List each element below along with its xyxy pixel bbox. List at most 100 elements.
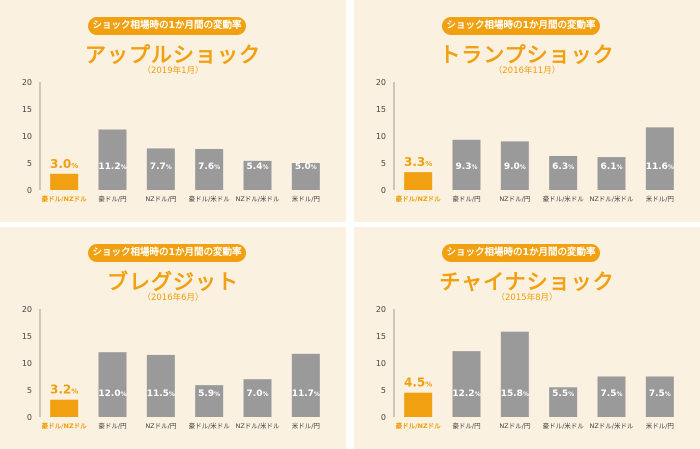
y-tick-label: 5 — [27, 386, 32, 395]
x-tick-label: 豪ドル/米ドル — [543, 194, 585, 203]
bar-chart: 0 5 10 15 20 3.0% 豪ドル/NZドル 11.2% 豪ドル/円 7.7% NZドル/円… — [22, 78, 320, 203]
x-tick-label: NZドル/円 — [499, 195, 530, 203]
chart-title: ブレグジット — [107, 270, 239, 294]
y-tick-label: 10 — [376, 132, 386, 141]
banner-pill: ショック相場時の1か月間の変動率 — [88, 244, 246, 262]
chart-title: アップルショック — [85, 43, 261, 67]
bar — [98, 129, 127, 190]
y-tick-label: 15 — [376, 105, 386, 114]
data-label: 7.7% — [150, 162, 172, 172]
x-tick-label: 豪ドル/米ドル — [189, 194, 231, 203]
y-tick-label: 20 — [22, 305, 32, 314]
data-label: 7.0% — [247, 389, 269, 399]
x-tick-label: 豪ドル/円 — [452, 194, 480, 203]
y-tick-label: 15 — [376, 332, 386, 341]
data-label: 15.8% — [501, 389, 529, 399]
bar — [404, 172, 433, 190]
banner-pill: ショック相場時の1か月間の変動率 — [442, 17, 600, 35]
y-tick-label: 0 — [381, 186, 386, 195]
data-label: 3.2% — [50, 383, 78, 397]
y-tick-label: 0 — [27, 413, 32, 422]
chart-subtitle: （2016年11月） — [493, 66, 561, 76]
bar — [597, 376, 626, 417]
x-tick-label: NZドル/米ドル — [235, 194, 280, 203]
x-tick-label: 豪ドル/円 — [452, 421, 480, 430]
bar — [146, 148, 175, 190]
bar — [243, 379, 272, 417]
data-label: 12.2% — [452, 389, 480, 399]
data-label: 12.0% — [98, 389, 126, 399]
chart-panel-trump-shock: ショック相場時の1か月間の変動率 トランプショック （2016年11月） 0 5 1… — [354, 0, 700, 222]
y-tick-label: 10 — [376, 359, 386, 368]
data-label: 4.5% — [404, 376, 432, 390]
chart-subtitle: （2019年1月） — [142, 66, 204, 76]
x-tick-label: NZドル/円 — [499, 422, 530, 430]
y-tick-label: 10 — [22, 132, 32, 141]
bar — [146, 354, 175, 417]
y-tick-label: 20 — [376, 305, 386, 314]
data-label: 5.5% — [552, 389, 574, 399]
data-label: 3.0% — [50, 157, 78, 171]
bar — [500, 331, 529, 417]
data-label: 3.3% — [404, 155, 432, 169]
y-tick-label: 15 — [22, 105, 32, 114]
x-tick-label: 豪ドル/円 — [98, 194, 126, 203]
x-tick-label: 米ドル/円 — [646, 421, 674, 430]
data-label: 6.3% — [552, 162, 574, 172]
bar — [500, 141, 529, 190]
bar — [98, 352, 127, 417]
banner-pill: ショック相場時の1か月間の変動率 — [88, 17, 246, 35]
x-tick-label: 米ドル/円 — [292, 194, 320, 203]
x-tick-label: 米ドル/円 — [292, 421, 320, 430]
bar — [195, 148, 224, 190]
bar — [291, 163, 320, 190]
data-label: 11.6% — [646, 162, 674, 172]
banner-pill: ショック相場時の1か月間の変動率 — [442, 244, 600, 262]
data-label: 7.6% — [198, 162, 220, 172]
data-label: 5.0% — [295, 162, 317, 172]
x-tick-label: 豪ドル/NZドル — [42, 194, 88, 203]
x-tick-label: 豪ドル/NZドル — [396, 194, 442, 203]
bar — [452, 351, 481, 417]
bar-chart: 0 5 10 15 20 3.3% 豪ドル/NZドル 9.3% 豪ドル/円 9.0% NZドル/円 6… — [376, 78, 674, 203]
y-tick-label: 20 — [22, 78, 32, 87]
x-tick-label: 豪ドル/NZドル — [396, 421, 442, 430]
data-label: 11.5% — [147, 389, 175, 399]
bar — [195, 385, 224, 417]
bar — [50, 399, 79, 417]
chart-panel-brexit: ショック相場時の1か月間の変動率 ブレグジット （2016年6月） 0 5 10 15… — [0, 227, 346, 449]
y-tick-label: 5 — [27, 159, 32, 168]
x-tick-label: NZドル/米ドル — [235, 421, 280, 430]
bar — [50, 173, 79, 190]
bar — [243, 160, 272, 190]
x-tick-label: NZドル/円 — [145, 195, 176, 203]
bar — [597, 157, 626, 190]
bar — [645, 127, 674, 190]
chart-title: トランプショック — [439, 43, 615, 67]
chart-subtitle: （2015年8月） — [496, 293, 558, 303]
data-label: 7.5% — [601, 389, 623, 399]
chart-subtitle: （2016年6月） — [142, 293, 204, 303]
bar — [549, 387, 578, 417]
chart-panel-china-shock: ショック相場時の1か月間の変動率 チャイナショック （2015年8月） 0 5 10… — [354, 227, 700, 449]
y-tick-label: 0 — [381, 413, 386, 422]
data-label: 5.9% — [198, 389, 220, 399]
x-tick-label: NZドル/米ドル — [589, 421, 634, 430]
chart-title: チャイナショック — [439, 270, 615, 294]
x-tick-label: NZドル/米ドル — [589, 194, 634, 203]
bar — [645, 376, 674, 417]
data-label: 6.1% — [601, 162, 623, 172]
data-label: 9.0% — [504, 162, 526, 172]
x-tick-label: 米ドル/円 — [646, 194, 674, 203]
chart-panel-apple-shock: ショック相場時の1か月間の変動率 アップルショック （2019年1月） 0 5 10… — [0, 0, 346, 222]
x-tick-label: NZドル/円 — [145, 422, 176, 430]
bar-chart: 0 5 10 15 20 4.5% 豪ドル/NZドル 12.2% 豪ドル/円 15.8% NZドル/… — [376, 305, 674, 430]
data-label: 9.3% — [456, 162, 478, 172]
bar-chart: 0 5 10 15 20 3.2% 豪ドル/NZドル 12.0% 豪ドル/円 11.5% NZドル/… — [22, 305, 320, 430]
y-tick-label: 0 — [27, 186, 32, 195]
y-tick-label: 15 — [22, 332, 32, 341]
bar — [452, 139, 481, 190]
y-tick-label: 20 — [376, 78, 386, 87]
data-label: 5.4% — [247, 162, 269, 172]
